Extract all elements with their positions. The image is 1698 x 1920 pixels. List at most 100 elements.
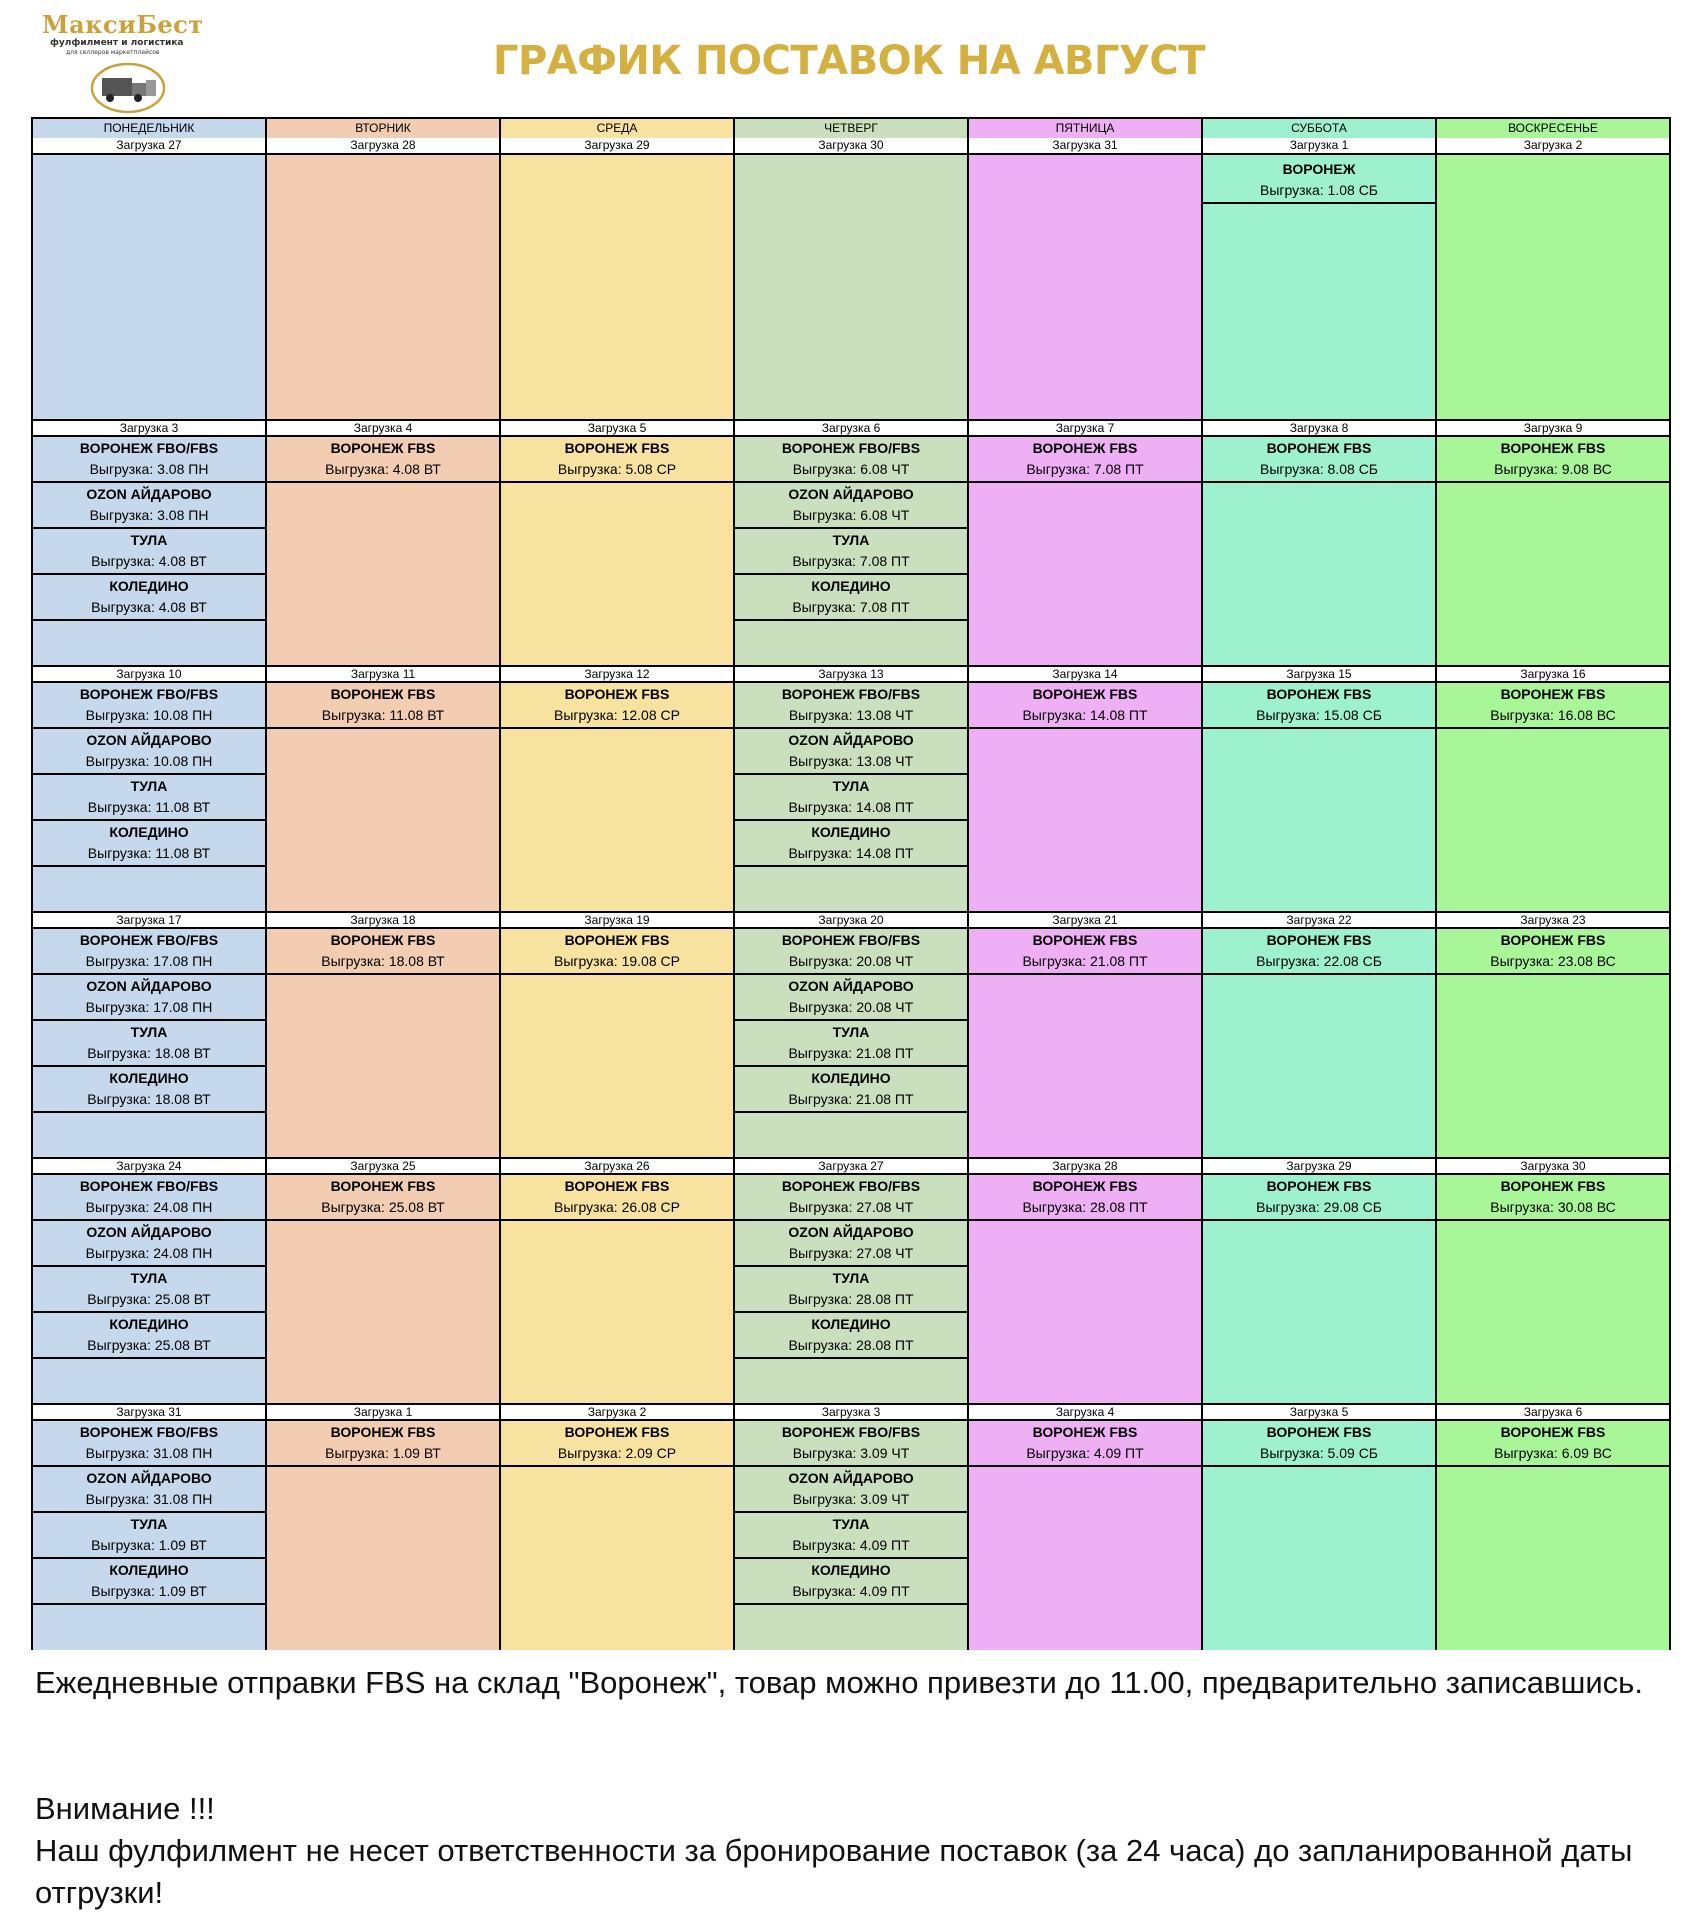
shipment-entry: OZON АЙДАРОВО Выгрузка: 13.08 ЧТ [735, 729, 967, 775]
shipment-entry: ВОРОНЕЖ FBS Выгрузка: 21.08 ПТ [969, 929, 1201, 975]
unload-date: Выгрузка: 15.08 СБ [1256, 707, 1382, 723]
warehouse-name: ВОРОНЕЖ FBS [564, 932, 670, 948]
unload-date: Выгрузка: 25.08 ВТ [87, 1291, 211, 1307]
shipment-entry: ВОРОНЕЖ FBS Выгрузка: 30.08 ВС [1437, 1175, 1669, 1221]
shipment-entry: КОЛЕДИНО Выгрузка: 28.08 ПТ [735, 1313, 967, 1359]
unload-date: Выгрузка: 4.08 ВТ [91, 599, 207, 615]
unload-date: Выгрузка: 10.08 ПН [85, 707, 213, 723]
shipment-entry: КОЛЕДИНО Выгрузка: 14.08 ПТ [735, 821, 967, 867]
day-header: СРЕДА [501, 119, 733, 140]
warehouse-name: OZON АЙДАРОВО [788, 1224, 914, 1240]
load-label: Загрузка 27 [735, 1157, 967, 1175]
warehouse-name: OZON АЙДАРОВО [788, 1470, 914, 1486]
unload-date: Выгрузка: 11.08 ВТ [87, 845, 211, 861]
load-label: Загрузка 4 [267, 419, 499, 437]
load-label: Загрузка 9 [1437, 419, 1669, 437]
warehouse-name: ТУЛА [130, 1270, 168, 1286]
warehouse-name: ВОРОНЕЖ FBO/FBS [781, 1178, 921, 1194]
unload-date: Выгрузка: 7.08 ПТ [792, 599, 910, 615]
warehouse-name: ВОРОНЕЖ FBS [1266, 1178, 1372, 1194]
day-column: СРЕДА Загрузка 29 Загрузка 5 ВОРОНЕЖ FBS Выг… [501, 119, 735, 1650]
warehouse-name: ВОРОНЕЖ FBS [1500, 1424, 1606, 1440]
load-label: Загрузка 25 [267, 1157, 499, 1175]
warehouse-name: ВОРОНЕЖ [1282, 161, 1356, 177]
load-label: Загрузка 19 [501, 911, 733, 929]
unload-date: Выгрузка: 2.09 СР [557, 1445, 677, 1461]
warehouse-name: ТУЛА [130, 778, 168, 794]
unload-date: Выгрузка: 7.08 ПТ [792, 553, 910, 569]
unload-date: Выгрузка: 5.09 СБ [1260, 1445, 1378, 1461]
shipment-entry: ВОРОНЕЖ Выгрузка: 1.08 СБ [1203, 158, 1435, 204]
unload-date: Выгрузка: 20.08 ЧТ [788, 999, 914, 1015]
warehouse-name: ВОРОНЕЖ FBS [564, 686, 670, 702]
day-header: ЧЕТВЕРГ [735, 119, 967, 140]
load-label: Загрузка 12 [501, 665, 733, 683]
unload-date: Выгрузка: 18.08 ВТ [321, 953, 445, 969]
unload-date: Выгрузка: 1.09 ВТ [91, 1583, 207, 1599]
warehouse-name: ВОРОНЕЖ FBO/FBS [79, 686, 219, 702]
day-column: ВТОРНИК Загрузка 28 Загрузка 4 ВОРОНЕЖ FBS В… [267, 119, 501, 1650]
load-label: Загрузка 30 [1437, 1157, 1669, 1175]
unload-date: Выгрузка: 14.08 ПТ [788, 845, 914, 861]
shipment-entry: ВОРОНЕЖ FBS Выгрузка: 4.08 ВТ [267, 437, 499, 483]
shipment-entry: ТУЛА Выгрузка: 4.08 ВТ [33, 529, 265, 575]
warehouse-name: КОЛЕДИНО [811, 824, 891, 840]
unload-date: Выгрузка: 4.08 ВТ [325, 461, 441, 477]
load-label: Загрузка 28 [969, 1157, 1201, 1175]
shipment-entry: ВОРОНЕЖ FBS Выгрузка: 26.08 СР [501, 1175, 733, 1221]
warehouse-name: ВОРОНЕЖ FBO/FBS [79, 440, 219, 456]
shipment-entry: КОЛЕДИНО Выгрузка: 11.08 ВТ [33, 821, 265, 867]
load-label: Загрузка 6 [1437, 1403, 1669, 1421]
unload-date: Выгрузка: 11.08 ВТ [321, 707, 445, 723]
unload-date: Выгрузка: 1.09 ВТ [325, 1445, 441, 1461]
warehouse-name: ТУЛА [832, 1516, 870, 1532]
warehouse-name: ВОРОНЕЖ FBS [1266, 440, 1372, 456]
shipment-entry: ВОРОНЕЖ FBS Выгрузка: 25.08 ВТ [267, 1175, 499, 1221]
load-label: Загрузка 8 [1203, 419, 1435, 437]
warehouse-name: ТУЛА [832, 1270, 870, 1286]
warehouse-name: ВОРОНЕЖ FBO/FBS [79, 1178, 219, 1194]
load-label: Загрузка 7 [969, 419, 1201, 437]
shipment-entry: ТУЛА Выгрузка: 25.08 ВТ [33, 1267, 265, 1313]
shipment-entry: OZON АЙДАРОВО Выгрузка: 6.08 ЧТ [735, 483, 967, 529]
shipment-entry: ТУЛА Выгрузка: 11.08 ВТ [33, 775, 265, 821]
unload-date: Выгрузка: 4.09 ПТ [792, 1583, 910, 1599]
unload-date: Выгрузка: 31.08 ПН [85, 1491, 213, 1507]
load-label: Загрузка 1 [1203, 138, 1435, 155]
warehouse-name: OZON АЙДАРОВО [86, 1470, 212, 1486]
shipment-entry: ВОРОНЕЖ FBS Выгрузка: 6.09 ВС [1437, 1421, 1669, 1467]
warehouse-name: ВОРОНЕЖ FBO/FBS [781, 932, 921, 948]
load-label: Загрузка 2 [501, 1403, 733, 1421]
warehouse-name: КОЛЕДИНО [109, 578, 189, 594]
unload-date: Выгрузка: 3.09 ЧТ [792, 1445, 910, 1461]
unload-date: Выгрузка: 13.08 ЧТ [788, 707, 914, 723]
shipment-entry: ВОРОНЕЖ FBO/FBS Выгрузка: 31.08 ПН [33, 1421, 265, 1467]
unload-date: Выгрузка: 25.08 ВТ [87, 1337, 211, 1353]
shipment-entry: OZON АЙДАРОВО Выгрузка: 27.08 ЧТ [735, 1221, 967, 1267]
shipment-entry: ВОРОНЕЖ FBS Выгрузка: 8.08 СБ [1203, 437, 1435, 483]
unload-date: Выгрузка: 27.08 ЧТ [788, 1199, 914, 1215]
unload-date: Выгрузка: 18.08 ВТ [87, 1091, 211, 1107]
unload-date: Выгрузка: 19.08 СР [554, 953, 680, 969]
warehouse-name: ВОРОНЕЖ FBS [330, 686, 436, 702]
unload-date: Выгрузка: 4.09 ПТ [792, 1537, 910, 1553]
unload-date: Выгрузка: 21.08 ПТ [788, 1045, 914, 1061]
warehouse-name: КОЛЕДИНО [811, 1070, 891, 1086]
warehouse-name: ВОРОНЕЖ FBS [330, 440, 436, 456]
unload-date: Выгрузка: 28.08 ПТ [788, 1291, 914, 1307]
unload-date: Выгрузка: 1.09 ВТ [91, 1537, 207, 1553]
unload-date: Выгрузка: 25.08 ВТ [321, 1199, 445, 1215]
warehouse-name: ВОРОНЕЖ FBS [330, 1178, 436, 1194]
warehouse-name: КОЛЕДИНО [109, 824, 189, 840]
warehouse-name: ВОРОНЕЖ FBO/FBS [781, 686, 921, 702]
warehouse-name: ТУЛА [130, 1516, 168, 1532]
warehouse-name: КОЛЕДИНО [811, 578, 891, 594]
warehouse-name: КОЛЕДИНО [811, 1562, 891, 1578]
warehouse-name: OZON АЙДАРОВО [788, 978, 914, 994]
warehouse-name: КОЛЕДИНО [109, 1562, 189, 1578]
load-label: Загрузка 13 [735, 665, 967, 683]
warehouse-name: ВОРОНЕЖ FBS [1500, 686, 1606, 702]
day-header: ПЯТНИЦА [969, 119, 1201, 140]
shipment-entry: ТУЛА Выгрузка: 14.08 ПТ [735, 775, 967, 821]
unload-date: Выгрузка: 31.08 ПН [85, 1445, 213, 1461]
